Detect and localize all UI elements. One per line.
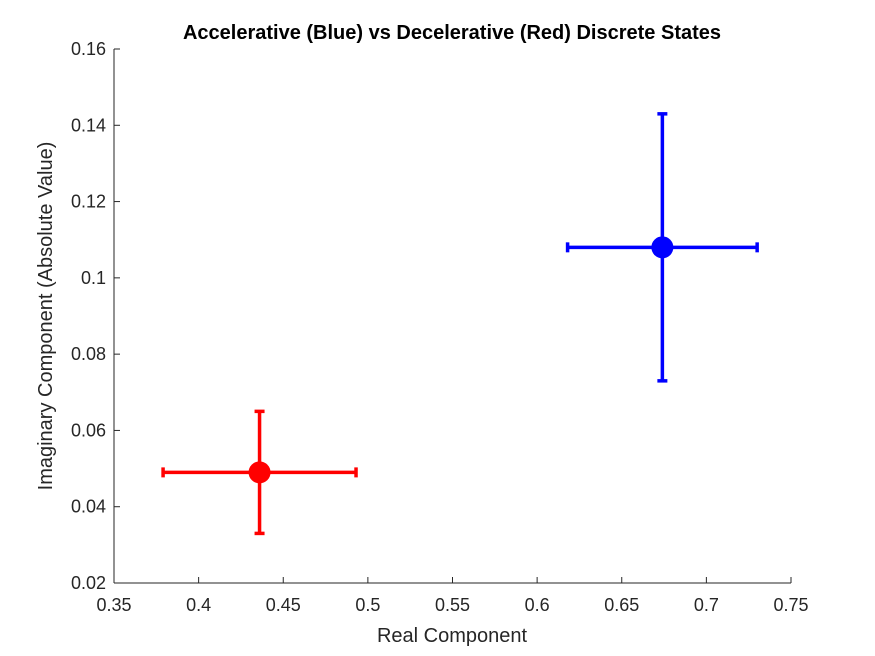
x-tick-label: 0.35 <box>96 595 131 615</box>
x-tick-label: 0.65 <box>604 595 639 615</box>
y-tick-label: 0.14 <box>71 115 106 135</box>
x-axis-ticks: 0.35 0.4 0.45 0.5 0.55 0.6 0.65 0.7 0.75 <box>96 577 809 615</box>
y-tick-label: 0.08 <box>71 344 106 364</box>
x-tick-label: 0.45 <box>266 595 301 615</box>
y-axis-ticks: 0.02 0.04 0.06 0.08 0.1 0.12 0.14 0.16 <box>71 39 120 593</box>
x-tick-label: 0.5 <box>355 595 380 615</box>
y-tick-label: 0.1 <box>81 268 106 288</box>
x-tick-label: 0.4 <box>186 595 211 615</box>
data-point-group <box>161 409 358 536</box>
x-tick-label: 0.75 <box>773 595 808 615</box>
x-tick-label: 0.55 <box>435 595 470 615</box>
y-tick-label: 0.16 <box>71 39 106 59</box>
y-axis-label: Imaginary Component (Absolute Value) <box>35 142 57 491</box>
x-tick-label: 0.6 <box>525 595 550 615</box>
y-tick-label: 0.02 <box>71 573 106 593</box>
data-marks <box>161 112 759 536</box>
y-tick-label: 0.12 <box>71 192 106 212</box>
data-point-group <box>565 112 759 383</box>
x-axis-label: Real Component <box>377 625 528 647</box>
plot-area <box>114 49 791 583</box>
chart-title: Accelerative (Blue) vs Decelerative (Red… <box>183 22 721 44</box>
data-point-marker <box>248 461 271 484</box>
data-point-marker <box>651 236 674 259</box>
y-tick-label: 0.06 <box>71 420 106 440</box>
x-tick-label: 0.7 <box>694 595 719 615</box>
y-tick-label: 0.04 <box>71 497 106 517</box>
